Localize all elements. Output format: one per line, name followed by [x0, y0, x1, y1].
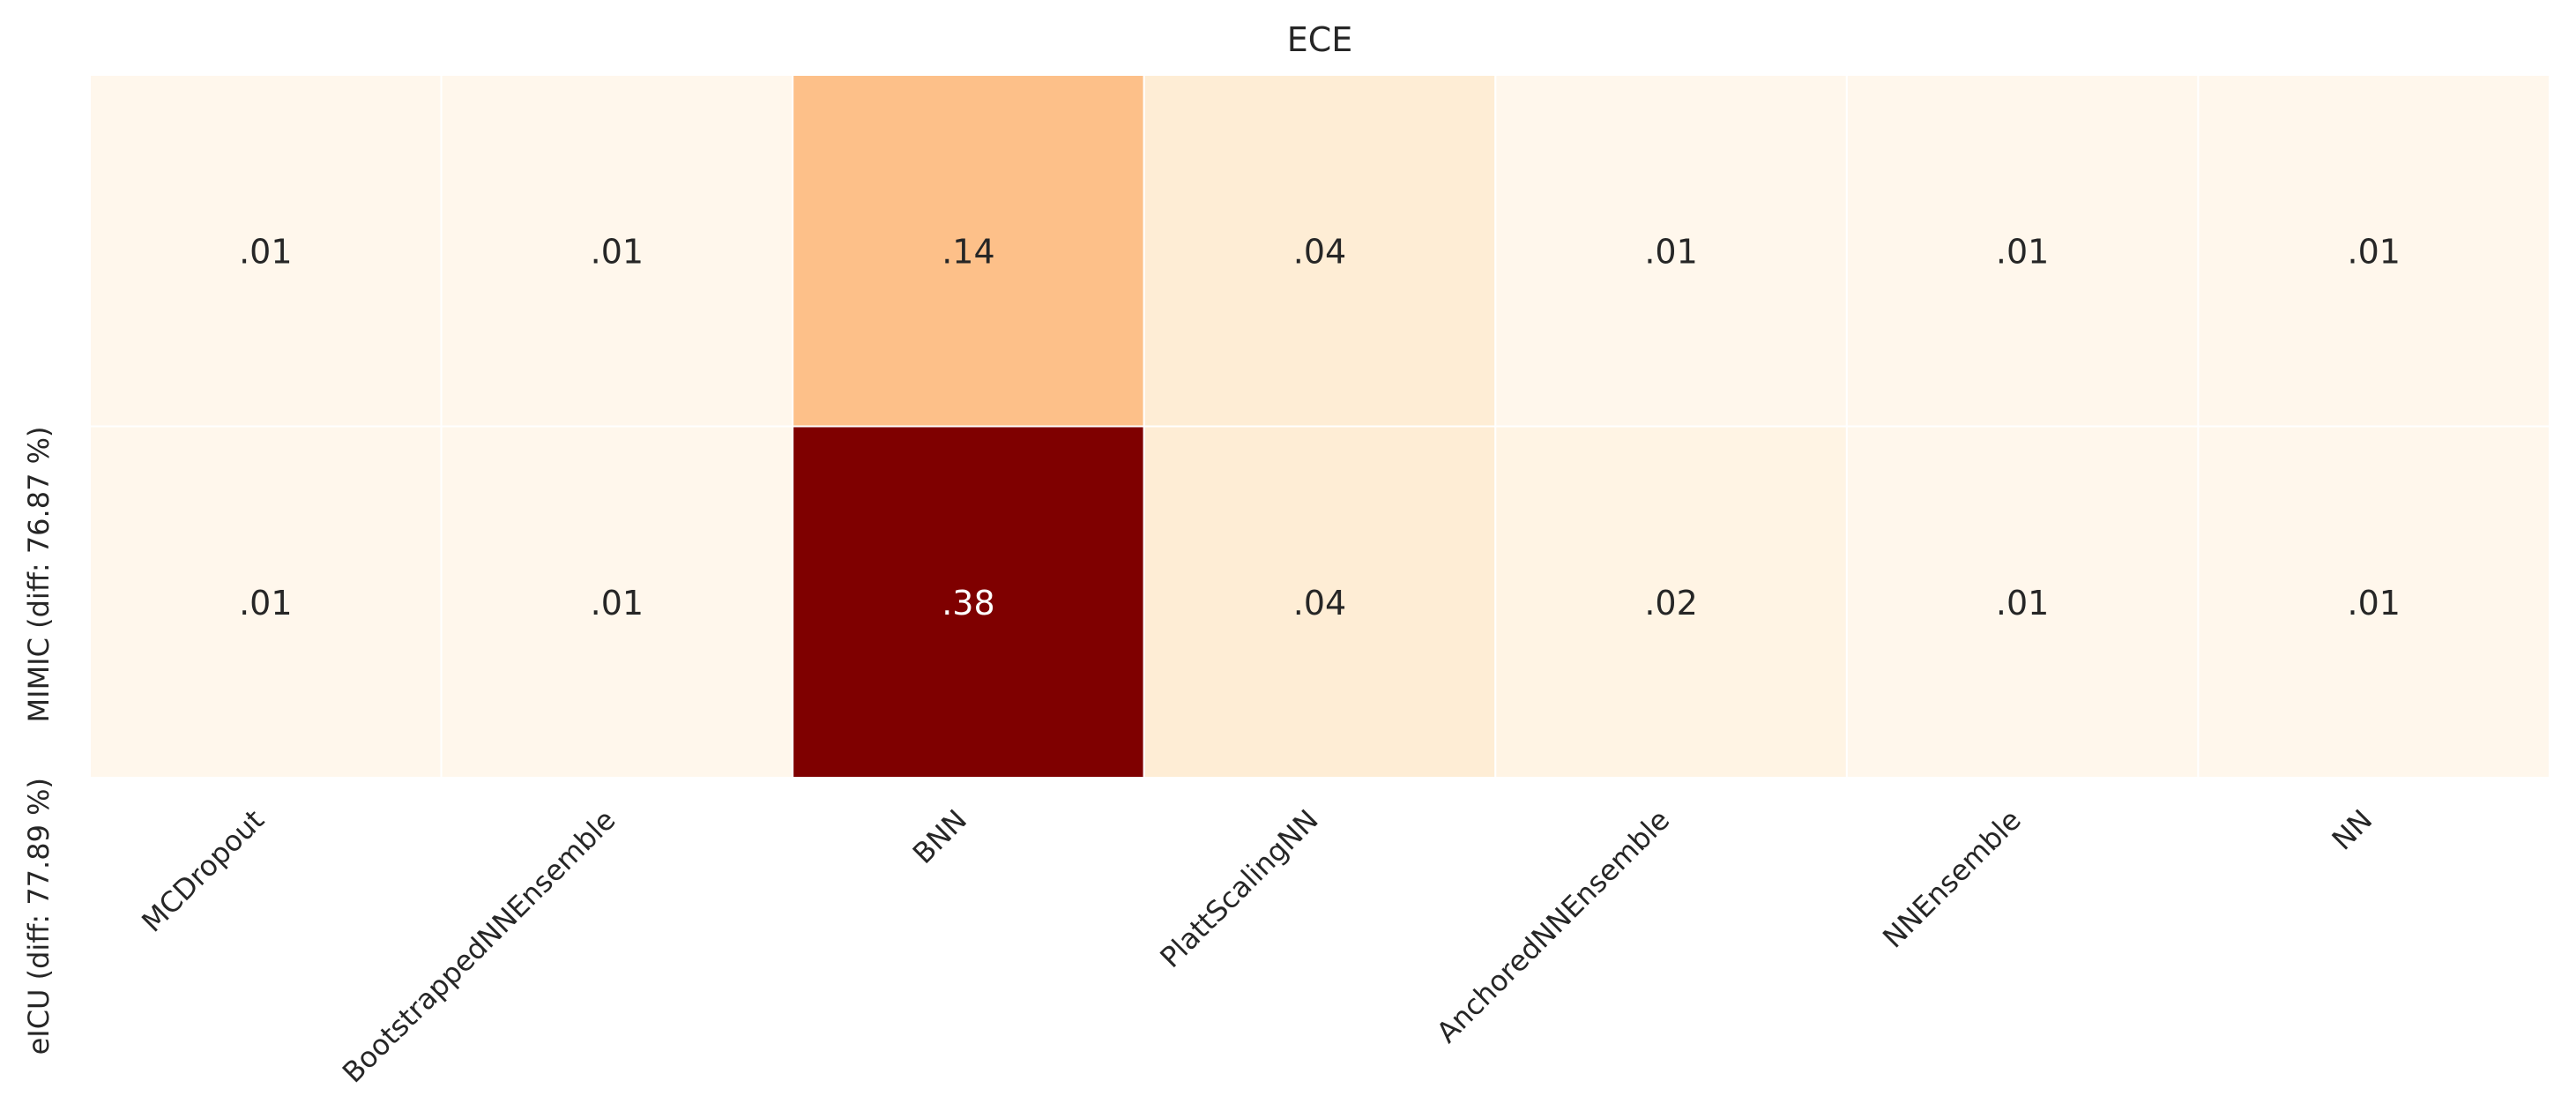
cell-value-label: .01 — [239, 232, 292, 271]
heatmap-cell — [2197, 425, 2550, 779]
cell-value-label: .01 — [2347, 584, 2400, 623]
heatmap-cell — [89, 74, 443, 428]
cell-value-label: .38 — [942, 584, 994, 623]
cell-value-label: .02 — [1644, 584, 1697, 623]
x-tick-label: NNEnsemble — [1876, 803, 2028, 955]
heatmap-cell — [792, 74, 1145, 428]
y-tick-label: MIMIC (diff: 76.87 %) — [22, 427, 56, 723]
heatmap-cell — [1845, 425, 2200, 779]
cell-value-label: .01 — [591, 232, 644, 271]
x-tick-label: MCDropout — [135, 803, 271, 939]
heatmap-cell — [440, 425, 794, 779]
x-tick-label: AnchoredNNEnsemble — [1430, 803, 1676, 1049]
heatmap-cells — [89, 74, 2550, 779]
heatmap-cell — [1494, 425, 1848, 779]
cell-value-label: .01 — [591, 584, 644, 623]
chart-title: ECE — [1287, 20, 1353, 59]
cell-value-label: .01 — [1996, 232, 2049, 271]
heatmap-cell — [1143, 74, 1497, 428]
y-tick-labels: MIMIC (diff: 76.87 %) eICU (diff: 77.89 %… — [22, 427, 56, 1055]
x-tick-label: BootstrappedNNEnsemble — [336, 803, 622, 1090]
cell-value-label: .14 — [942, 232, 994, 271]
x-tick-label: BNN — [906, 803, 973, 870]
cell-labels: .01 .01 .14 .04 .01 .01 .01 .01 .01 .38 .04 .02 .01.… — [239, 232, 2401, 623]
heatmap-cell — [440, 74, 794, 428]
heatmap-cell — [792, 425, 1145, 779]
cell-value-label: .01 — [2347, 232, 2400, 271]
x-tick-labels: MCDropout BootstrappedNNEnsemble BNN PlattS… — [135, 803, 2379, 1090]
cell-value-label: .04 — [1293, 584, 1346, 623]
cell-value-label: .01 — [239, 584, 292, 623]
cell-value-label: .04 — [1293, 232, 1346, 271]
x-tick-label: PlattScalingNN — [1153, 803, 1324, 974]
cell-value-label: .01 — [1996, 584, 2049, 623]
x-tick-label: NN — [2326, 803, 2379, 857]
heatmap-cell — [2197, 74, 2550, 428]
heatmap-cell — [89, 425, 443, 779]
cell-value-label: .01 — [1644, 232, 1697, 271]
heatmap-cell — [1494, 74, 1848, 428]
y-tick-label: eICU (diff: 77.89 %) — [22, 778, 56, 1055]
heatmap-cell — [1845, 74, 2200, 428]
